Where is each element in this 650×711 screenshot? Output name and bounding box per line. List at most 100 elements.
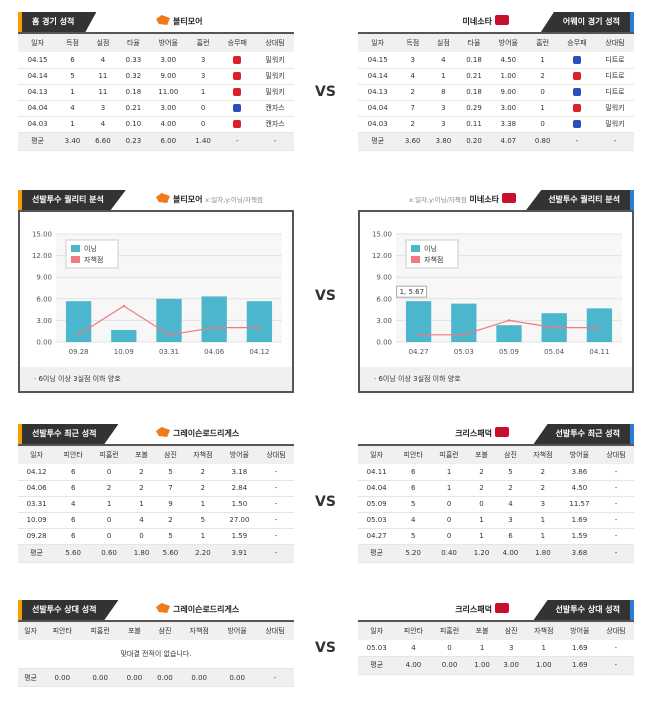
table-cell: 04.04 [18, 100, 58, 117]
table-cell: 1 [527, 100, 558, 117]
average-row: 평균 5.60 0.60 1.80 5.60 2.20 3.91- [18, 544, 294, 563]
table-cell: 2 [184, 480, 221, 497]
table-cell: 8 [428, 84, 459, 101]
table-cell: 04.15 [18, 52, 58, 69]
column-header: 피안타 [395, 621, 432, 640]
away-record-panel: 미네소타 어웨이 경기 성적 일자 득점 실점 타율 방어율 홈런 승무패 상대팀 04.15 3… [358, 12, 634, 151]
vs-label: VS [315, 640, 336, 656]
quality-title: 선발투수 퀄리티 분석 [526, 190, 634, 210]
table-cell: 1 [525, 640, 562, 657]
average-cell: 1.00 [525, 656, 562, 675]
column-header: 자책점 [525, 621, 562, 640]
table-row: 04.13 2 8 0.18 9.00 0 디트로 [358, 84, 634, 101]
average-cell: 4.00 [495, 544, 525, 563]
column-header: 자책점 [524, 445, 561, 464]
table-cell: 04.14 [358, 68, 398, 85]
empty-message: 맞대결 전적이 없습니다. [18, 640, 294, 669]
table-cell: - [598, 496, 634, 513]
average-cell: 평균 [358, 132, 398, 151]
table-cell: 1 [57, 116, 88, 133]
table-cell: 05.09 [358, 496, 396, 513]
table-row: 05.03 4 0 1 3 1 1.69- [358, 640, 634, 657]
table-cell: 7 [397, 100, 429, 117]
average-cell: 0.20 [458, 132, 490, 151]
x-tick-label: 04.27 [409, 348, 429, 356]
earned-runs-point [462, 333, 465, 336]
table-cell: 04.06 [18, 480, 56, 497]
legend-swatch-earned-runs [71, 256, 80, 263]
column-header: 일자 [18, 445, 56, 464]
matchup-table: 일자 피안타 피홈런 포볼 삼진 자책점 방어율 상대팀 05.03 4 0 1 3 1 1.69- 평균 4.… [358, 620, 634, 675]
column-header: 피안타 [43, 621, 82, 640]
column-header: 일자 [358, 445, 396, 464]
column-header: 방어율 [489, 33, 528, 52]
average-cell: 2.20 [184, 544, 221, 563]
column-header: 득점 [57, 33, 88, 52]
result-cell [218, 100, 257, 117]
axis-note: x:일자,y:이닝/자책점 [205, 196, 263, 204]
table-row: 04.14 5 11 0.32 9.00 3 밀워키 [18, 68, 294, 85]
table-cell: 9.00 [148, 68, 188, 85]
y-tick-label: 0.00 [36, 339, 52, 347]
earned-runs-point [417, 333, 420, 336]
x-tick-label: 03.31 [159, 348, 179, 356]
column-header: 승무패 [557, 33, 596, 52]
column-header: 피안타 [55, 445, 92, 464]
pitcher-name: 크리스패덕 [455, 605, 492, 614]
average-row: 평균 3.40 6.60 0.23 6.00 1.40- - [18, 132, 294, 151]
average-row: 평균 3.60 3.80 0.20 4.07 0.80- - [358, 132, 634, 151]
table-cell: 2 [524, 464, 561, 481]
column-header: 방어율 [560, 445, 599, 464]
table-row: 04.15 3 4 0.18 4.50 1 디트로 [358, 52, 634, 69]
legend-box [65, 239, 119, 269]
table-cell: 9.00 [489, 84, 528, 101]
x-tick-label: 05.04 [544, 348, 565, 356]
table-cell: 3.38 [489, 116, 528, 133]
table-cell: 5 [155, 464, 185, 481]
table-cell: 04.03 [358, 116, 398, 133]
table-cell: 04.12 [18, 464, 56, 481]
right-quality-panel: x:일자,y:이닝/자책점 미네소타 선발투수 퀄리티 분석 15.00 12.0… [358, 190, 634, 393]
table-cell: 1 [524, 528, 561, 545]
y-tick-label: 15.00 [32, 231, 52, 239]
column-header: 피홈런 [431, 621, 468, 640]
x-tick-label: 04.12 [249, 348, 269, 356]
average-cell: 평균 [18, 132, 58, 151]
table-cell: 05.03 [358, 512, 396, 529]
average-cell: 평균 [358, 656, 396, 675]
average-cell: 1.20 [467, 544, 496, 563]
left-matchup-panel: 선발투수 상대 성적 그레이슨로드리게스 일자 피안타 피홈런 포볼 삼진 자책점 방어율 상… [18, 600, 294, 687]
table-cell: 4.50 [560, 480, 599, 497]
table-cell: 밀워키 [256, 52, 294, 69]
table-cell: 1 [91, 496, 128, 513]
pitcher-name: 그레이슨로드리게스 [173, 605, 240, 614]
average-cell: - [598, 544, 634, 563]
average-cell: 0.00 [119, 668, 150, 687]
table-cell: 밀워키 [256, 68, 294, 85]
table-row: 05.03 4 0 1 3 1 1.69- [358, 512, 634, 529]
column-header: 피홈런 [81, 621, 120, 640]
column-header: 상대팀 [256, 621, 294, 640]
table-cell: - [598, 512, 634, 529]
table-cell: 6 [57, 52, 88, 69]
innings-bar [451, 303, 477, 342]
table-cell: - [258, 480, 294, 497]
table-cell: 3.86 [560, 464, 599, 481]
table-row: 04.04 6 1 2 2 2 4.50- [358, 480, 634, 497]
table-cell: 3.00 [148, 52, 188, 69]
table-cell: 캔자스 [256, 116, 294, 133]
average-cell: - [597, 656, 634, 675]
average-cell: 0.00 [81, 668, 120, 687]
table-cell: 5 [395, 528, 432, 545]
column-header: 방어율 [561, 621, 598, 640]
loss-badge-icon [572, 104, 581, 112]
table-cell: 04.11 [358, 464, 396, 481]
table-cell: 3.00 [489, 100, 528, 117]
table-cell: 2 [184, 464, 221, 481]
table-cell: 7 [155, 480, 185, 497]
table-cell: 4 [397, 68, 429, 85]
matchup-table: 일자 피안타 피홈런 포볼 삼진 자책점 방어율 상대팀 맞대결 전적이 없습니다. 평균 0.00… [18, 620, 294, 687]
table-cell: 1 [184, 496, 221, 513]
tooltip-box [396, 285, 428, 298]
table-cell: 1 [127, 496, 156, 513]
